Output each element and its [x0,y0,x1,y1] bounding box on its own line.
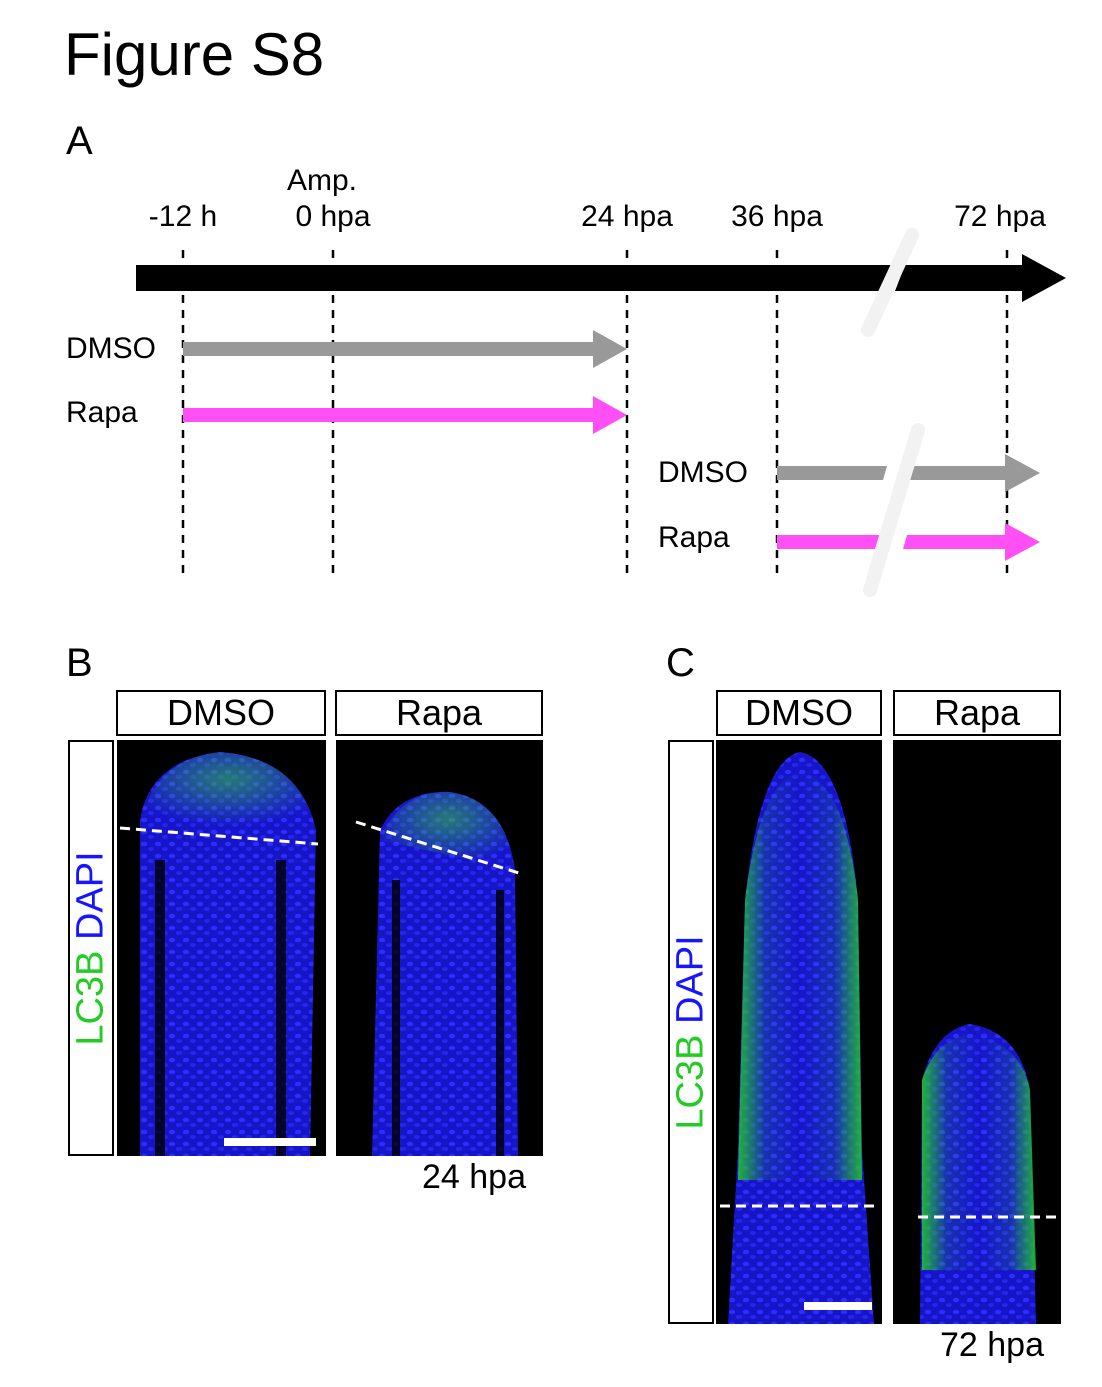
panel-c-dmso-micrograph [716,740,882,1324]
timepoint-minus12-label: -12 h [148,200,218,233]
dmso-late-arrow [777,454,1040,492]
timepoint-amp-label: Amp. [286,164,358,197]
figure-title: Figure S8 [64,21,325,88]
timepoint-72hpa-label: 72 hpa [954,200,1046,233]
timepoint-36hpa-label: 36 hpa [731,200,823,233]
panel-c-time-label: 72 hpa [940,1326,1044,1364]
timepoint-0hpa-label: 0 hpa [295,200,371,233]
timeline-arrow [136,254,1066,302]
rapa-early-arrow [183,396,627,434]
axis-break-marks [861,228,925,597]
panel-b-dmso-header: DMSO [116,690,326,736]
lane-dmso-early-label: DMSO [66,332,156,365]
panel-c-dmso-header: DMSO [716,690,882,736]
panel-c-stain-blue: DAPI [669,934,712,1024]
lane-rapa-late-label: Rapa [658,521,730,554]
dmso-early-arrow [183,330,627,368]
panel-b-letter: B [66,641,93,685]
panel-b-stain-green: LC3B [69,950,112,1046]
panel-c-rapa-micrograph [893,740,1064,1324]
panel-c-rapa-header: Rapa [893,690,1061,736]
scale-bar [224,1138,316,1146]
panel-c-letter: C [666,641,695,685]
panel-b-stain-blue: DAPI [69,850,112,940]
lane-dmso-late-label: DMSO [658,456,748,489]
lane-rapa-early-label: Rapa [66,396,138,429]
panel-c-stain-label: LC3B DAPI [668,740,714,1324]
rapa-late-arrow [777,523,1040,561]
panel-b-stain-label: LC3B DAPI [68,740,114,1156]
scale-bar [804,1302,872,1310]
timeline-diagram [136,228,1066,597]
panel-b-dmso-micrograph [117,740,326,1156]
timepoint-24hpa-label: 24 hpa [581,200,673,233]
panel-b-rapa-header: Rapa [335,690,543,736]
panel-a-letter: A [66,119,93,163]
panel-b-rapa-micrograph [336,740,543,1156]
panel-c-stain-green: LC3B [669,1034,712,1130]
panel-b-time-label: 24 hpa [422,1158,526,1196]
